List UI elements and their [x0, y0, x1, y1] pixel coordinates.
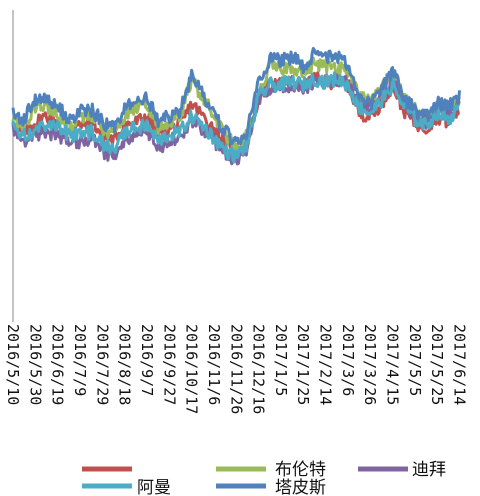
x-tick-label: 2016/9/7 [138, 324, 156, 396]
x-tick-label: 2016/11/26 [227, 324, 245, 414]
x-tick-label: 2016/10/17 [183, 324, 201, 414]
x-tick-label: 2017/1/25 [294, 324, 312, 405]
legend-label-green: 布伦特 [275, 460, 326, 480]
x-tick-label: 2017/3/26 [361, 324, 379, 405]
x-tick-label: 2017/6/14 [451, 324, 469, 405]
x-tick-label: 2016/6/19 [49, 324, 67, 405]
series-line-4 [11, 71, 461, 164]
x-tick-label: 2017/5/25 [428, 324, 446, 405]
x-tick-label: 2016/12/16 [250, 324, 268, 414]
x-tick-label: 2017/5/5 [406, 324, 424, 396]
x-tick-label: 2016/9/27 [160, 324, 178, 405]
x-tick-label: 2016/7/29 [93, 324, 111, 405]
x-tick-label: 2017/2/14 [317, 324, 335, 405]
x-tick-label: 2016/5/10 [4, 324, 22, 405]
series-line-5 [11, 47, 461, 146]
legend-label-cyan: 阿曼 [137, 478, 171, 496]
x-tick-label: 2016/8/18 [116, 324, 134, 405]
legend: 布伦特 迪拜 阿曼 塔皮斯 [82, 460, 446, 496]
x-tick-label: 2017/1/5 [272, 324, 290, 396]
x-tick-label: 2017/3/6 [339, 324, 357, 396]
x-tick-label: 2016/5/30 [26, 324, 44, 405]
series-layer [11, 47, 461, 166]
legend-label-blue: 塔皮斯 [275, 478, 326, 496]
x-tick-label: 2016/7/9 [71, 324, 89, 396]
x-tick-labels: 2016/5/10 2016/5/30 2016/6/19 2016/7/9 2016/… [4, 324, 469, 414]
legend-label-purple: 迪拜 [412, 460, 446, 480]
x-tick-label: 2016/11/6 [205, 324, 223, 405]
x-tick-label: 2017/4/15 [384, 324, 402, 405]
